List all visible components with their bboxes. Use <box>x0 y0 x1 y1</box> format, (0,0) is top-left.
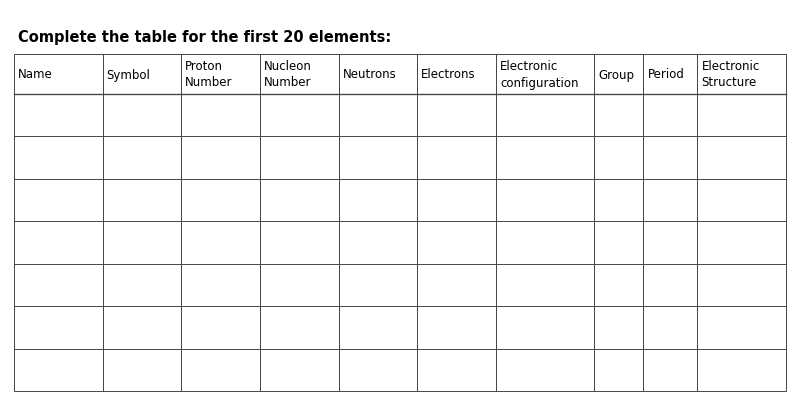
Text: Proton
Number: Proton Number <box>185 60 233 89</box>
Text: Neutrons: Neutrons <box>342 68 396 81</box>
Text: Complete the table for the first 20 elements:: Complete the table for the first 20 elem… <box>18 30 391 45</box>
Text: Name: Name <box>18 68 53 81</box>
Text: Symbol: Symbol <box>106 68 150 81</box>
Text: Electrons: Electrons <box>422 68 476 81</box>
Bar <box>14 55 786 391</box>
Text: Period: Period <box>647 68 684 81</box>
Text: Electronic
configuration: Electronic configuration <box>500 60 578 89</box>
Text: Electronic
Structure: Electronic Structure <box>702 60 760 89</box>
Text: Nucleon
Number: Nucleon Number <box>264 60 312 89</box>
Text: Group: Group <box>598 68 634 81</box>
